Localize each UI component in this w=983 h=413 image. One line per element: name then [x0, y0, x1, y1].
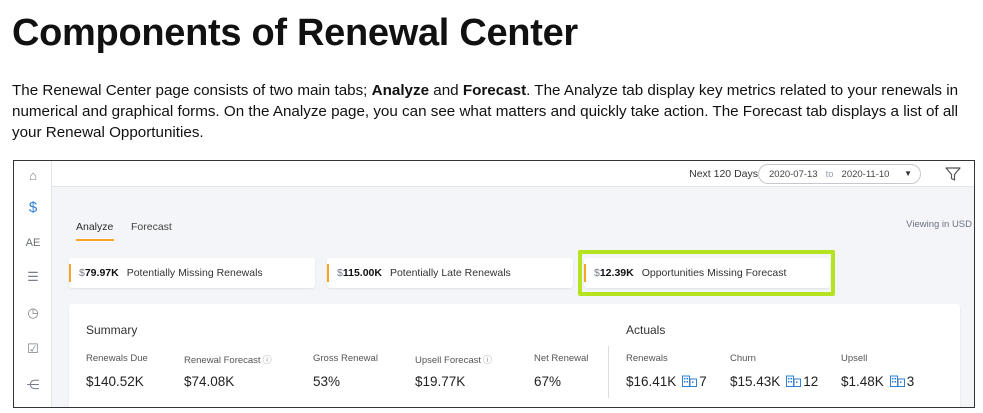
metric-label: Opportunities Missing Forecast [641, 267, 787, 279]
actuals-title: Actuals [626, 323, 666, 337]
filter-icon[interactable] [944, 165, 962, 183]
highlight-box [578, 250, 835, 296]
currency-symbol: $ [79, 267, 85, 279]
metric-value: 115.00K [342, 267, 382, 279]
churn-value-wrap: $15.43K 12 [730, 374, 818, 389]
sidebar-item-ae[interactable]: AE [25, 237, 41, 249]
building-icon[interactable] [682, 375, 698, 387]
end-date[interactable]: 2020-11-10 [841, 168, 890, 180]
upsell-label: Upsell [841, 353, 868, 364]
renewals-due-value: $140.52K [86, 374, 144, 389]
date-range-label: Next 120 Days [689, 168, 758, 180]
churn-value: $15.43K [730, 374, 781, 389]
start-date[interactable]: 2020-07-13 [769, 168, 818, 180]
accent-bar [69, 264, 71, 282]
summary-panel: Summary Renewals Due $140.52K Renewal Fo… [69, 304, 960, 407]
renewals-value-wrap: $16.41K 7 [626, 374, 707, 389]
hierarchy-icon[interactable]: ⋲ [26, 377, 40, 392]
building-icon[interactable] [889, 375, 905, 387]
divider [608, 346, 609, 398]
intro-paragraph: The Renewal Center page consists of two … [12, 80, 972, 143]
intro-text-1: The Renewal Center page consists of two … [12, 82, 372, 99]
intro-text-3: . The Analyze tab display key metrics re… [12, 82, 959, 141]
renewals-due-label: Renewals Due [86, 353, 148, 364]
renewal-forecast-label-wrap: Renewal Forecast ⓘ [184, 353, 272, 366]
metric-card-late-renewals[interactable]: $115.00K Potentially Late Renewals [327, 258, 573, 288]
info-icon[interactable]: ⓘ [262, 355, 272, 365]
metric-card-missing-renewals[interactable]: $79.97K Potentially Missing Renewals [69, 258, 315, 288]
alarm-icon[interactable]: ◷ [27, 305, 39, 320]
upsell-forecast-value: $19.77K [415, 374, 466, 389]
currency-symbol: $ [594, 267, 600, 279]
churn-count[interactable]: 12 [803, 374, 819, 389]
date-range-picker[interactable]: 2020-07-13 to 2020-11-10 ▼ [758, 164, 921, 184]
accent-bar [584, 264, 586, 282]
checklist-icon[interactable]: ☑ [27, 341, 39, 356]
currency-symbol: $ [337, 267, 343, 279]
metric-label: Potentially Missing Renewals [126, 267, 263, 279]
gross-renewal-value: 53% [313, 374, 341, 389]
intro-text-2: and [429, 82, 463, 99]
renewals-value: $16.41K [626, 374, 677, 389]
metric-label: Potentially Late Renewals [389, 267, 511, 279]
metric-value: 12.39K [599, 267, 634, 279]
dollar-icon[interactable]: $ [28, 198, 38, 216]
net-renewal-label: Net Renewal [534, 353, 589, 364]
info-icon[interactable]: ⓘ [483, 355, 493, 365]
renewals-label: Renewals [626, 353, 668, 364]
intro-tab-analyze: Analyze [371, 82, 430, 99]
tab-analyze[interactable]: Analyze [76, 221, 114, 233]
to-label: to [825, 168, 834, 180]
page-title: Components of Renewal Center [12, 12, 578, 54]
tab-forecast[interactable]: Forecast [131, 221, 172, 233]
metric-card-missing-forecast[interactable]: $12.39K Opportunities Missing Forecast [584, 258, 830, 288]
upsell-value: $1.48K [841, 374, 884, 389]
intro-tab-forecast: Forecast [462, 82, 527, 99]
churn-label: Churn [730, 353, 756, 364]
renewals-count[interactable]: 7 [699, 374, 707, 389]
upsell-forecast-label-wrap: Upsell Forecast ⓘ [415, 353, 492, 366]
renewal-center-screenshot: ⌂ $ AE ☰ ◷ ☑ ⋲ Next 120 Days 2020-07-13 … [13, 160, 975, 408]
renewal-forecast-value: $74.08K [184, 374, 235, 389]
metric-value: 79.97K [84, 267, 119, 279]
net-renewal-value: 67% [534, 374, 562, 389]
upsell-value-wrap: $1.48K 3 [841, 374, 914, 389]
top-bar: Next 120 Days 2020-07-13 to 2020-11-10 ▼ [52, 161, 974, 187]
summary-title: Summary [86, 323, 138, 337]
gross-renewal-label: Gross Renewal [313, 353, 378, 364]
building-icon[interactable] [786, 375, 802, 387]
currency-note: Viewing in USD [906, 219, 972, 230]
active-tab-indicator [76, 239, 114, 241]
upsell-count[interactable]: 3 [906, 374, 915, 389]
upsell-forecast-label: Upsell Forecast [415, 355, 481, 366]
sidebar: ⌂ $ AE ☰ ◷ ☑ ⋲ [14, 161, 52, 407]
home-icon[interactable]: ⌂ [29, 167, 37, 183]
list-icon[interactable]: ☰ [27, 269, 39, 284]
chevron-down-icon[interactable]: ▼ [904, 169, 912, 178]
renewal-forecast-label: Renewal Forecast [184, 355, 261, 366]
accent-bar [327, 264, 329, 282]
